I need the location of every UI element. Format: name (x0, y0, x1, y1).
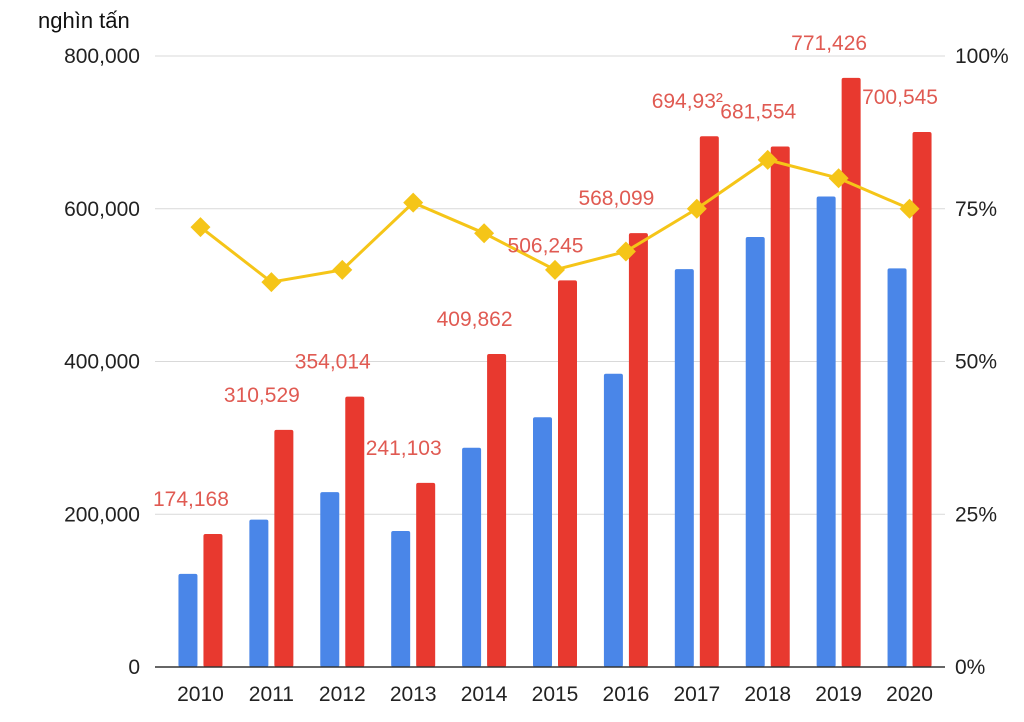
y-tick-label: 800,000 (64, 45, 140, 68)
bar-blue (816, 196, 836, 667)
x-tick-label: 2020 (886, 683, 933, 706)
line-point (403, 192, 424, 213)
line-point (190, 217, 211, 238)
bar-red (841, 77, 861, 668)
line-point (545, 259, 565, 280)
data-label: 568,099 (578, 187, 654, 210)
bar-blue (249, 519, 269, 667)
x-tick-label: 2014 (461, 683, 508, 706)
bar-blue (533, 417, 552, 667)
bar-red (699, 136, 719, 668)
y2-tick-label: 50% (955, 351, 997, 374)
bar-blue (745, 237, 765, 668)
data-label: 694,93² (652, 90, 723, 113)
bar-red (912, 131, 932, 668)
x-tick-label: 2011 (249, 683, 294, 706)
bar-red (770, 146, 790, 667)
line-point (615, 241, 636, 262)
y2-tick-label: 0% (955, 656, 985, 679)
data-label: 310,529 (224, 384, 300, 407)
y2-tick-label: 25% (955, 503, 997, 526)
bar-red (345, 396, 365, 667)
x-tick-label: 2012 (319, 683, 366, 706)
x-tick-label: 2019 (815, 683, 862, 706)
y-tick-label: 200,000 (64, 503, 140, 526)
bar-red (274, 429, 294, 667)
bar-blue (178, 573, 198, 667)
bar-blue (674, 269, 694, 667)
y-tick-label: 600,000 (64, 198, 140, 221)
bar-red (203, 533, 223, 667)
data-label: 681,554 (720, 100, 796, 123)
data-label: 506,245 (508, 234, 584, 257)
x-tick-label: 2017 (673, 683, 720, 706)
line-point (261, 272, 282, 293)
line-point (899, 198, 920, 219)
bar-blue (887, 268, 907, 667)
bars-layer (178, 77, 932, 668)
data-label: 771,426 (791, 32, 867, 55)
bar-blue (462, 447, 482, 667)
y2-tick-label: 75% (955, 198, 997, 221)
y-tick-label: 400,000 (64, 351, 140, 374)
line-point (757, 149, 778, 170)
labels-layer: 174,168 310,529 354,014 241,103 409,862 506,2… (153, 32, 938, 511)
y-tick-label: 0 (128, 656, 140, 679)
x-tick-label: 2015 (532, 683, 579, 706)
line-layer (190, 149, 920, 293)
data-label: 700,545 (862, 86, 938, 109)
line-point (474, 223, 495, 244)
line-point (686, 198, 707, 219)
bar-blue (320, 492, 340, 667)
bar-red (416, 482, 436, 667)
unit-label: nghìn tấn (38, 8, 130, 33)
x-tick-label: 2018 (744, 683, 791, 706)
bar-red (487, 353, 507, 667)
data-label: 409,862 (437, 308, 513, 331)
bar-red (558, 280, 577, 667)
y2-tick-label: 100% (955, 45, 1009, 68)
bar-blue (391, 531, 411, 667)
x-tick-label: 2013 (390, 683, 437, 706)
axis-layer: 0 200,000 400,000 600,000 800,000 0% 25% 50% 75%… (64, 45, 1009, 706)
x-tick-label: 2016 (603, 683, 650, 706)
bar-red (628, 233, 648, 668)
line-point (828, 168, 849, 189)
line-point (332, 259, 353, 280)
bar-blue (603, 373, 623, 667)
data-label: 241,103 (366, 437, 442, 460)
data-label: 174,168 (153, 488, 229, 511)
x-tick-label: 2010 (177, 683, 224, 706)
data-label: 354,014 (295, 351, 371, 374)
